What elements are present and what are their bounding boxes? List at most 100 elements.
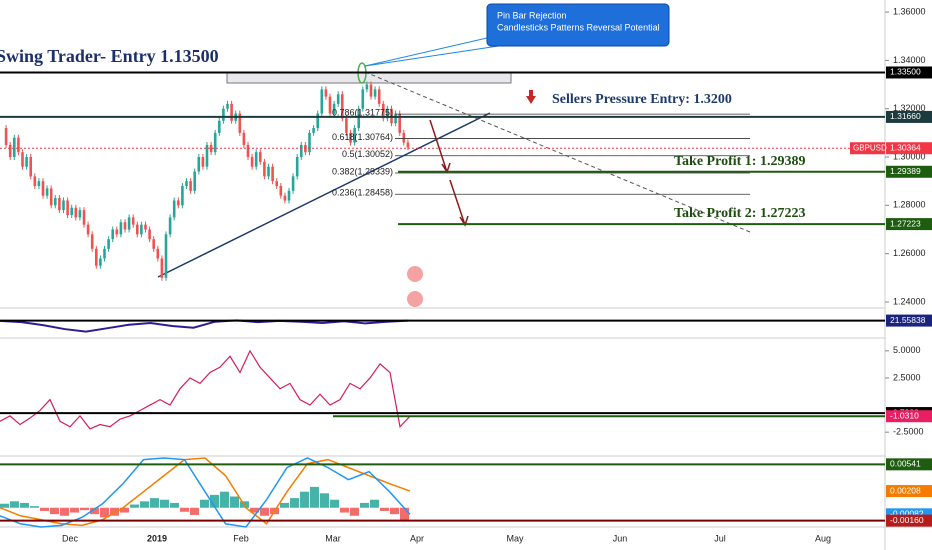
candle <box>189 181 192 191</box>
candle <box>377 89 381 104</box>
candle <box>271 166 274 182</box>
candle <box>123 222 127 230</box>
y-tick-label: 1.24000 <box>893 296 926 306</box>
y-tick-label: 1.34000 <box>893 55 926 65</box>
candle <box>177 200 180 206</box>
callout-box <box>486 3 670 47</box>
event-icon <box>407 266 423 282</box>
candle <box>90 234 94 249</box>
candle <box>287 190 291 201</box>
x-tick-label: Jun <box>613 533 628 543</box>
histogram-bar <box>40 507 49 511</box>
price-tag-label: 21.55838 <box>890 315 926 325</box>
candle <box>181 186 184 206</box>
y-tick-label: 2.5000 <box>893 372 921 382</box>
histogram-bar <box>220 491 229 508</box>
price-tag <box>886 110 932 123</box>
candle <box>127 217 131 230</box>
candle <box>58 198 61 211</box>
histogram-bar <box>290 498 299 508</box>
candle <box>291 176 295 191</box>
candle <box>119 222 123 235</box>
candle <box>185 181 188 187</box>
price-tag-label: 1.27223 <box>890 218 921 228</box>
histogram-bar <box>370 499 379 508</box>
price-tag <box>886 314 932 327</box>
histogram-bar <box>120 507 129 513</box>
candle <box>345 118 348 133</box>
candle <box>373 89 377 97</box>
candle <box>140 224 143 235</box>
y-tick-label: -2.5000 <box>893 427 924 437</box>
candle <box>82 210 86 225</box>
candle <box>70 207 73 215</box>
candle <box>259 152 262 162</box>
candle <box>328 96 332 114</box>
candle <box>365 84 369 90</box>
candle <box>263 161 266 177</box>
histogram-bar <box>340 507 349 513</box>
histogram-bar <box>260 507 269 516</box>
x-tick-label: Apr <box>410 533 424 543</box>
candle <box>316 113 319 129</box>
candle <box>21 152 24 167</box>
candle <box>324 89 328 97</box>
candle <box>386 108 389 119</box>
callout-pointer <box>364 44 506 67</box>
candle <box>218 120 221 133</box>
candle <box>201 157 205 167</box>
y-tick-label: 1.32000 <box>893 103 926 113</box>
candle <box>250 157 254 167</box>
histogram-bar <box>150 498 159 508</box>
blue-line <box>0 457 411 528</box>
price-tag-label: 1.29389 <box>890 166 921 176</box>
fib-label: 0.786(1.31775) <box>332 108 393 118</box>
candle <box>349 132 352 143</box>
x-tick-label: May <box>506 533 524 543</box>
candle <box>357 108 360 129</box>
histogram-bar <box>100 507 109 518</box>
candle <box>193 171 196 191</box>
candle <box>37 181 41 187</box>
y-tick-label: 5.0000 <box>893 345 921 355</box>
histogram-bar <box>110 507 119 516</box>
candle <box>78 210 82 218</box>
callout-line: Candlesticks Patterns Reversal Potential <box>497 22 660 32</box>
price-tag-label: 1.30364 <box>890 142 921 152</box>
x-tick-label: 2019 <box>147 533 167 543</box>
histogram-bar <box>30 506 39 508</box>
candle <box>398 113 401 133</box>
momentum-line <box>0 349 411 430</box>
price-tag-label: 0.00208 <box>890 485 921 495</box>
histogram-bar <box>50 507 59 515</box>
candle <box>156 248 160 259</box>
price-tag-label: -0.00160 <box>890 515 924 525</box>
price-tag <box>886 165 932 178</box>
histogram-bar <box>310 486 319 508</box>
histogram-bar <box>140 501 149 508</box>
x-tick-label: Feb <box>233 533 249 543</box>
histogram-bar <box>190 507 199 515</box>
candle <box>41 181 45 196</box>
fib-label: 0.382(1.29339) <box>332 166 393 176</box>
candle <box>394 113 397 124</box>
histogram-bar <box>390 507 399 515</box>
candle <box>74 207 78 218</box>
histogram-bar <box>230 496 239 508</box>
histogram-bar <box>20 502 29 508</box>
histogram-bar <box>160 499 169 508</box>
candle <box>353 128 356 143</box>
histogram-bar <box>0 503 9 508</box>
y-tick-label: 1.30000 <box>893 151 926 161</box>
candle <box>226 103 229 109</box>
histogram-bar <box>210 494 219 508</box>
annotation: Take Profit 2: 1.27223 <box>674 206 805 221</box>
fib-label: 0.618(1.30764) <box>332 132 393 142</box>
candle <box>8 144 12 158</box>
candle <box>336 94 340 104</box>
fib-label: 0.5(1.30052) <box>342 149 393 159</box>
histogram-bar <box>70 507 79 513</box>
histogram-bar <box>130 504 139 508</box>
candle <box>295 157 299 177</box>
x-tick-label: Dec <box>62 533 79 543</box>
